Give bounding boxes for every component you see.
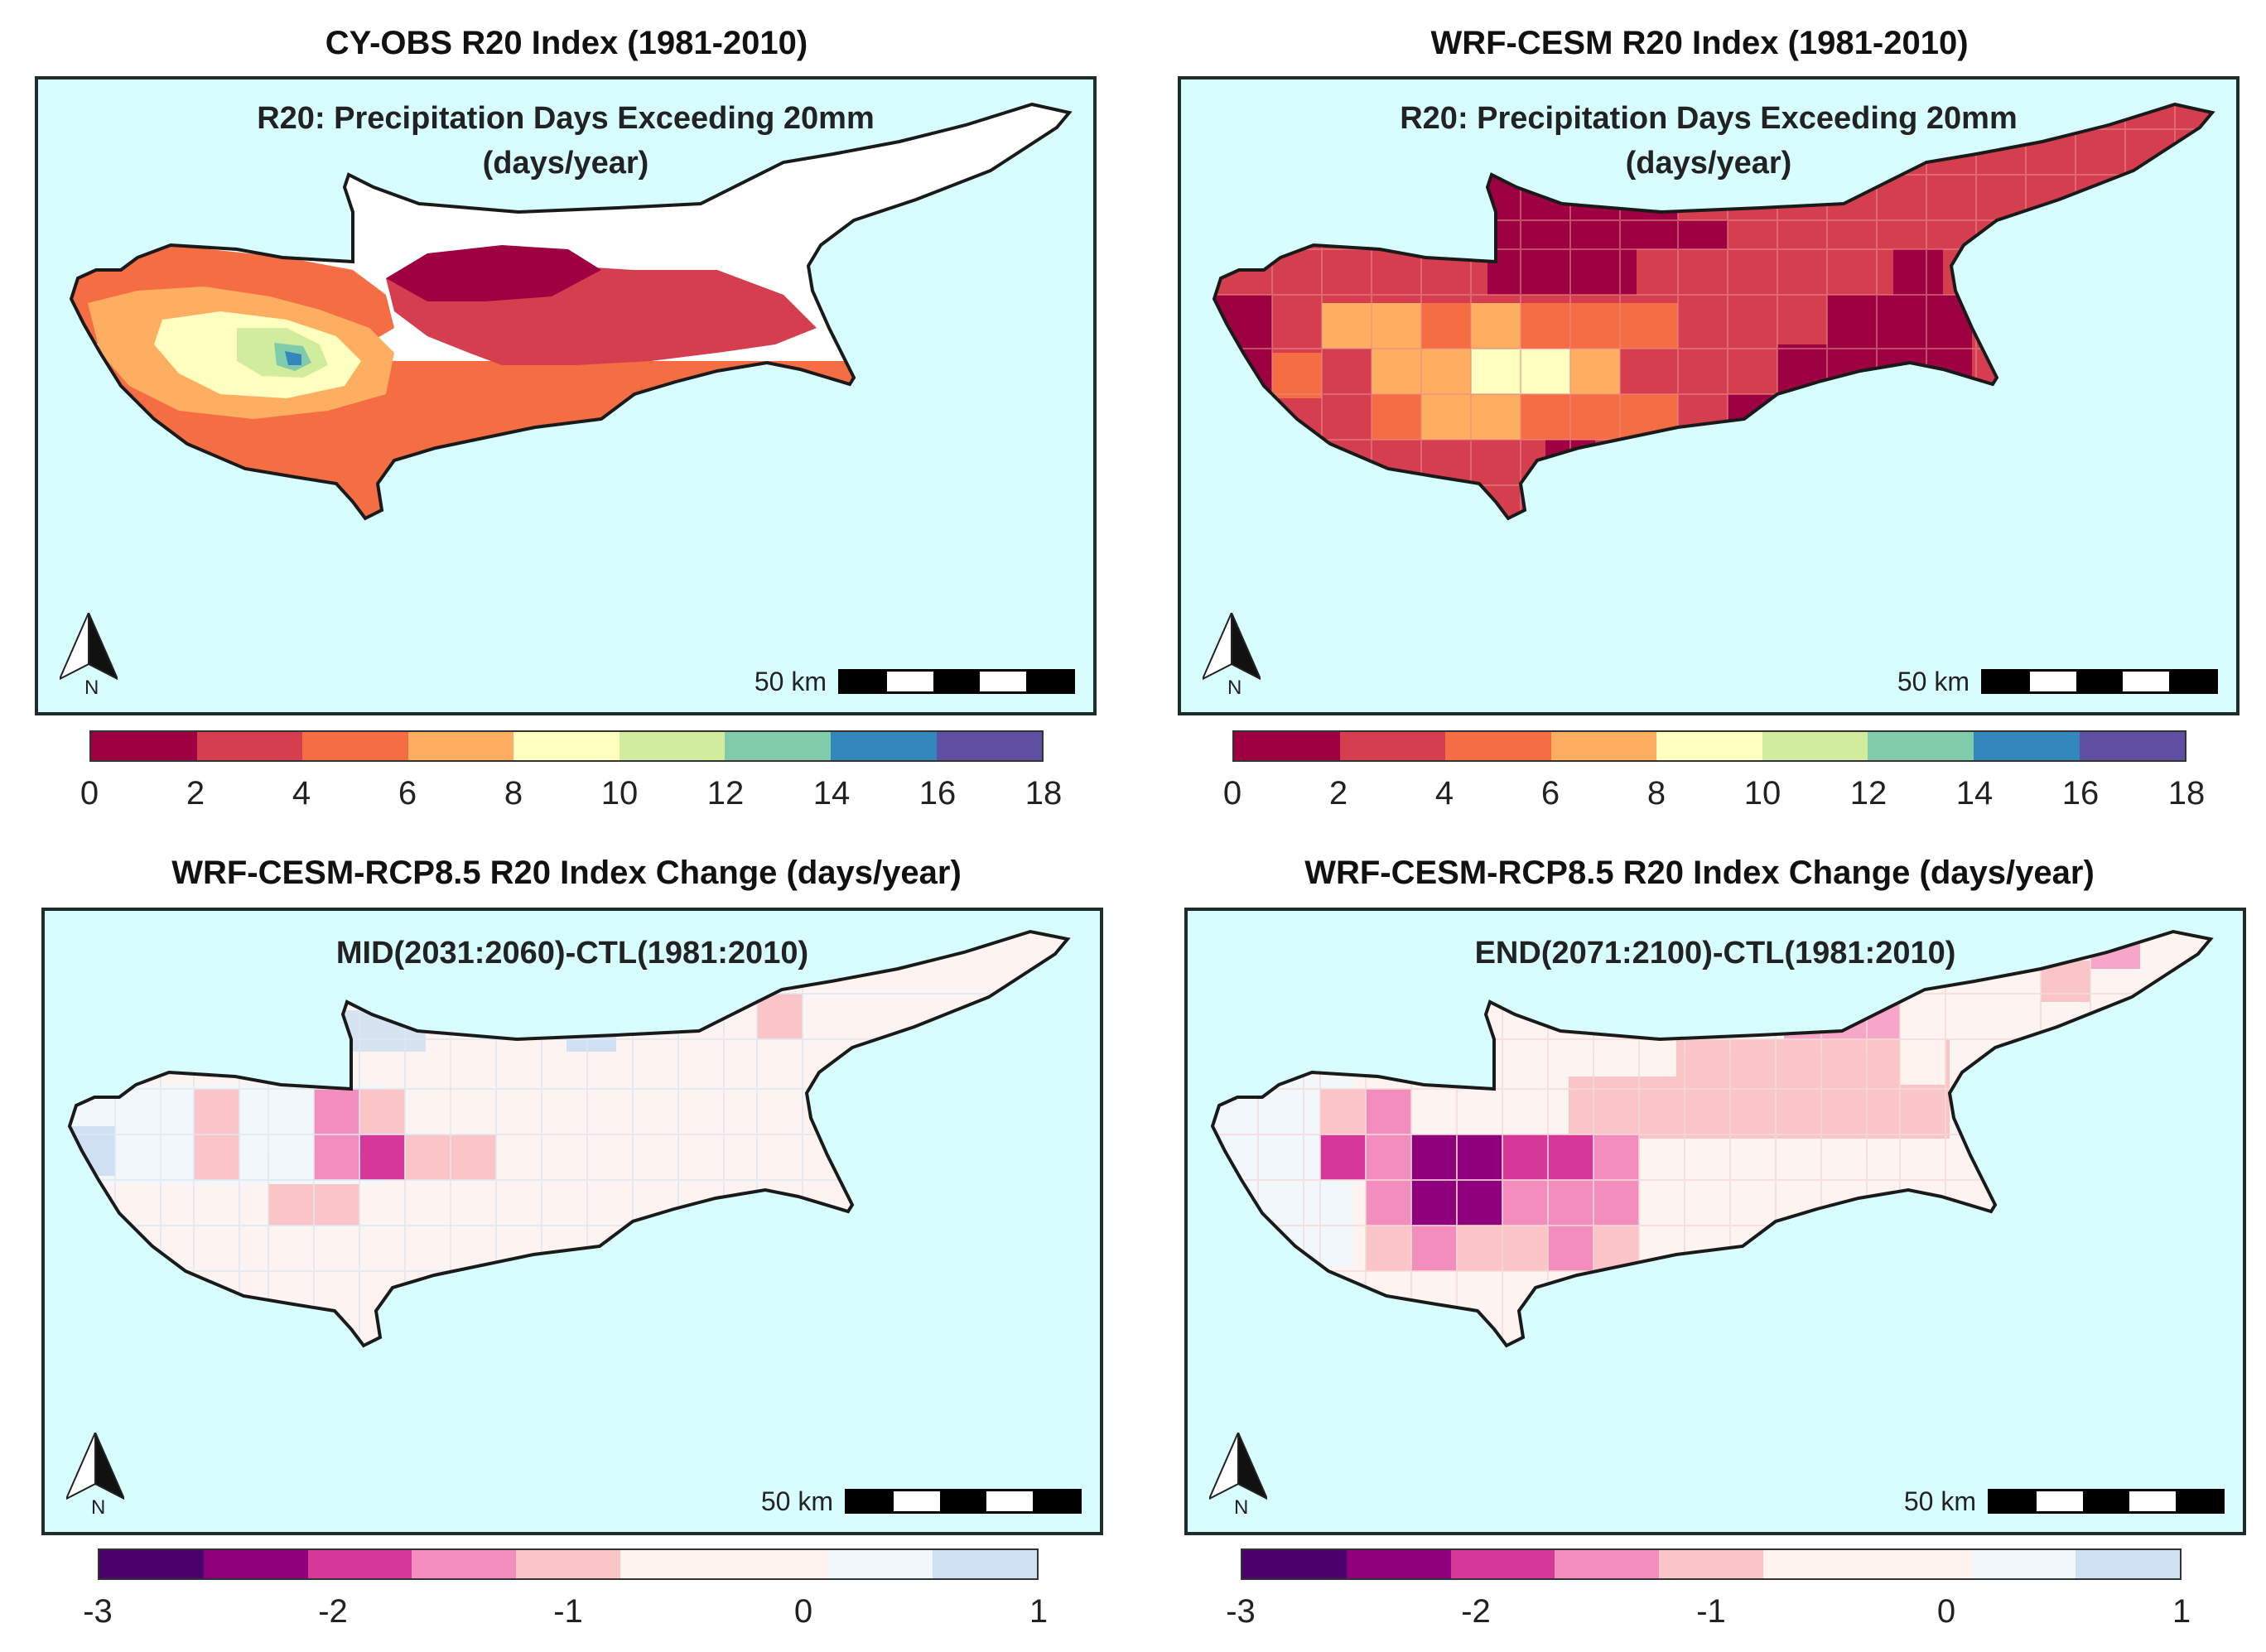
colorbar-tick: 0 xyxy=(1222,775,1242,812)
colorbar-tick: 1 xyxy=(2172,1593,2191,1630)
scale-label: 50 km xyxy=(754,666,827,696)
colorbar-tick: 2 xyxy=(1328,775,1348,812)
mid-grid xyxy=(70,932,1068,1346)
colorbar-tick: 12 xyxy=(706,775,745,812)
scale-label: 50 km xyxy=(760,1486,833,1516)
panel-title: CY-OBS R20 Index (1981-2010) xyxy=(325,25,808,61)
colorbar-tick: 16 xyxy=(2061,775,2100,812)
colorbar-tick: -3 xyxy=(83,1593,113,1630)
zone-14-16 xyxy=(285,351,301,365)
colorbar-tick: 4 xyxy=(1434,775,1454,812)
colorbar-tick: -2 xyxy=(1461,1593,1491,1630)
colorbar-tick: 0 xyxy=(80,775,99,812)
scale-label: 50 km xyxy=(1903,1486,1976,1516)
north-label: N xyxy=(91,1496,105,1515)
panel-title: WRF-CESM-RCP8.5 R20 Index Change (days/y… xyxy=(171,855,962,891)
scale-bar-segments xyxy=(838,669,1075,694)
end-grid xyxy=(1213,932,2211,1346)
colorbar-tick: 10 xyxy=(600,775,639,812)
map-frame: END(2071:2100)-CTL(1981:2010) N 50 km xyxy=(1184,908,2246,1535)
colorbar-tick: -1 xyxy=(553,1593,583,1630)
panel-title: WRF-CESM-RCP8.5 R20 Index Change (days/y… xyxy=(1304,855,2095,891)
colorbar-tick: 8 xyxy=(1646,775,1666,812)
map-subtitle-units: (days/year) xyxy=(482,146,649,181)
north-arrow-icon: N xyxy=(60,613,118,696)
colorbar-tick: -3 xyxy=(1226,1593,1256,1630)
north-label: N xyxy=(1227,677,1241,696)
map-subtitle-units: (days/year) xyxy=(1625,146,1792,181)
colorbar-ticks: 0 2 4 6 8 10 12 14 16 18 xyxy=(1223,775,2205,812)
colorbar-tick: 4 xyxy=(292,775,311,812)
map-cyprus-mid xyxy=(67,929,1071,1348)
map-subtitle: MID(2031:2060)-CTL(1981:2010) xyxy=(335,936,809,970)
colorbar-ticks: -3 -2 -1 0 1 xyxy=(83,1593,1048,1630)
colorbar-tick: 2 xyxy=(186,775,205,812)
panel-wrf: WRF-CESM R20 Index (1981-2010) xyxy=(1133,0,2266,826)
panel-obs: CY-OBS R20 Index (1981-2010) R20: Precip… xyxy=(0,0,1133,826)
colorbar-tick: -2 xyxy=(318,1593,348,1630)
panel-title: WRF-CESM R20 Index (1981-2010) xyxy=(1430,25,1969,61)
colorbar-tick: 1 xyxy=(1029,1593,1049,1630)
north-arrow-icon: N xyxy=(66,1433,124,1515)
colorbar-tick: 10 xyxy=(1743,775,1781,812)
scale-bar-segments xyxy=(845,1489,1082,1514)
scale-bar-segments xyxy=(1981,669,2218,694)
zone-4-6 xyxy=(71,361,1069,518)
map-cyprus-obs xyxy=(69,102,1073,521)
colorbar-tick: 0 xyxy=(1936,1593,1956,1630)
colorbar-ticks: -3 -2 -1 0 1 xyxy=(1226,1593,2191,1630)
coastline xyxy=(1212,102,2215,521)
colorbar-tick: 6 xyxy=(1540,775,1560,812)
scale-bar: 50 km xyxy=(754,666,1075,696)
colorbar-tick: 14 xyxy=(1955,775,1994,812)
colorbar-tick: 16 xyxy=(918,775,957,812)
zone-0-2 xyxy=(386,245,601,301)
north-arrow-icon: N xyxy=(1203,613,1261,696)
map-subtitle: R20: Precipitation Days Exceeding 20mm xyxy=(1400,101,2018,136)
north-label: N xyxy=(84,677,99,696)
coastline xyxy=(69,102,1073,521)
colorbar-tick: 12 xyxy=(1849,775,1888,812)
colorbar-tick: 8 xyxy=(504,775,523,812)
scale-bar-segments xyxy=(1988,1489,2225,1514)
scale-bar: 50 km xyxy=(1903,1486,2225,1516)
north-label: N xyxy=(1234,1496,1248,1515)
map-cyprus-end xyxy=(1210,929,2214,1348)
map-cyprus-wrf xyxy=(1212,102,2215,521)
colorbar-top xyxy=(1232,730,2186,762)
scale-bar: 50 km xyxy=(760,1486,1082,1516)
obs-field xyxy=(71,245,1069,518)
colorbar-tick: 14 xyxy=(812,775,851,812)
scale-bar: 50 km xyxy=(1897,666,2218,696)
panel-mid: WRF-CESM-RCP8.5 R20 Index Change (days/y… xyxy=(0,826,1133,1652)
colorbar-top xyxy=(89,730,1044,762)
colorbar-tick: 18 xyxy=(2167,775,2206,812)
coastline xyxy=(67,929,1071,1348)
colorbar-tick: -1 xyxy=(1696,1593,1726,1630)
scale-label: 50 km xyxy=(1897,666,1969,696)
map-subtitle: R20: Precipitation Days Exceeding 20mm xyxy=(257,101,875,136)
map-frame: MID(2031:2060)-CTL(1981:2010) N 50 km xyxy=(41,908,1103,1535)
map-frame: R20: Precipitation Days Exceeding 20mm (… xyxy=(1178,76,2239,715)
panel-end: WRF-CESM-RCP8.5 R20 Index Change (days/y… xyxy=(1133,826,2266,1652)
colorbar-bottom xyxy=(98,1548,1039,1580)
colorbar-bottom xyxy=(1241,1548,2182,1580)
colorbar-ticks: 0 2 4 6 8 10 12 14 16 18 xyxy=(80,775,1062,812)
coastline xyxy=(1210,929,2214,1348)
map-subtitle: END(2071:2100)-CTL(1981:2010) xyxy=(1474,936,1956,970)
map-frame: R20: Precipitation Days Exceeding 20mm (… xyxy=(35,76,1097,715)
colorbar-tick: 6 xyxy=(398,775,417,812)
colorbar-tick: 0 xyxy=(793,1593,813,1630)
north-arrow-icon: N xyxy=(1209,1433,1267,1515)
colorbar-tick: 18 xyxy=(1025,775,1063,812)
